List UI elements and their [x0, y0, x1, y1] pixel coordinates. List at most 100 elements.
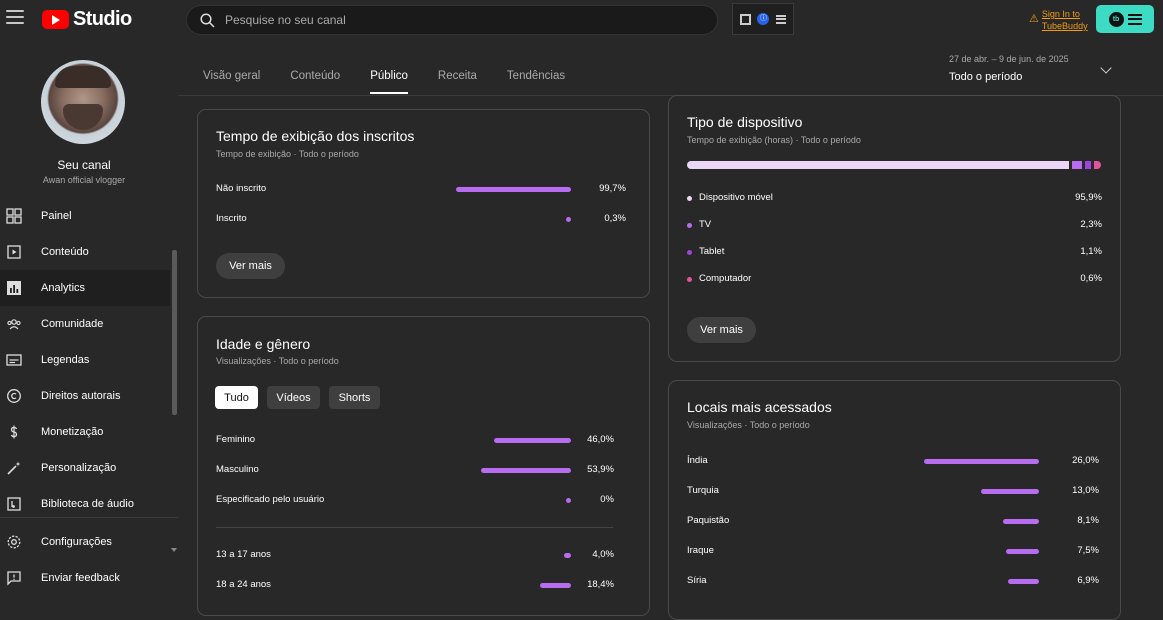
- analytics-icon: [7, 281, 21, 295]
- sidebar-item-monetizacao[interactable]: Monetização: [0, 414, 170, 450]
- legend-dot: [687, 277, 692, 282]
- extension-square-icon[interactable]: [740, 13, 752, 25]
- sidebar-item-enviar-feedback[interactable]: Enviar feedback: [0, 560, 170, 596]
- extension-info-icon[interactable]: ⓘ: [757, 13, 770, 25]
- sidebar-item-biblioteca-de-audio[interactable]: Biblioteca de áudio: [0, 486, 170, 522]
- row-value: 13,0%: [1072, 485, 1099, 496]
- sidebar-item-direitos-autorais[interactable]: Direitos autorais: [0, 378, 170, 414]
- menu-icon[interactable]: [6, 10, 24, 24]
- sidebar-item-label: Legendas: [41, 354, 90, 366]
- extension-toolbar[interactable]: ⓘ: [732, 3, 794, 35]
- copyright-icon: [7, 389, 21, 403]
- search-icon: [200, 12, 215, 28]
- avatar-beard: [63, 104, 103, 130]
- card-title: Locais mais acessados: [687, 399, 832, 415]
- legend-dot: [687, 223, 692, 228]
- chip-shorts[interactable]: Shorts: [329, 386, 380, 409]
- sidebar-item-personalizacao[interactable]: Personalização: [0, 450, 170, 486]
- sidebar: Seu canal Awan official vlogger Painel C…: [0, 40, 178, 598]
- tab-tendencias[interactable]: Tendências: [506, 70, 566, 82]
- card-subtitle: Tempo de exibição · Todo o período: [216, 149, 359, 159]
- tubebuddy-logo-icon: tb: [1108, 11, 1124, 27]
- tab-conteudo[interactable]: Conteúdo: [290, 70, 341, 82]
- row-label: Iraque: [687, 545, 714, 556]
- list-item: Inscrito 0,3%: [216, 213, 628, 227]
- audio-library-icon: [7, 497, 21, 511]
- subtitles-icon: [6, 354, 22, 366]
- row-label: Síria: [687, 575, 707, 586]
- row-value: 46,0%: [587, 434, 614, 445]
- legend-value: 0,6%: [1080, 273, 1102, 284]
- tubebuddy-sign-in-link[interactable]: Sign In to TubeBuddy: [1041, 9, 1088, 31]
- legend-item: Computador 0,6%: [687, 273, 1102, 287]
- avatar[interactable]: [41, 60, 125, 144]
- legend-item: TV 2,3%: [687, 219, 1102, 233]
- device-bar-segment: [1072, 161, 1082, 169]
- search-bar[interactable]: [186, 5, 718, 35]
- legend-value: 2,3%: [1080, 219, 1102, 230]
- warning-icon: ⚠: [1029, 13, 1039, 25]
- studio-logo[interactable]: Studio: [42, 8, 132, 31]
- row-bar: [1003, 519, 1039, 524]
- sidebar-item-analytics[interactable]: Analytics: [0, 270, 170, 306]
- dollar-icon: [10, 425, 18, 439]
- row-bar: [566, 498, 571, 503]
- sidebar-item-label: Analytics: [41, 282, 86, 294]
- row-label: Masculino: [216, 464, 259, 475]
- row-bar: [540, 583, 571, 588]
- sidebar-divider: [0, 517, 178, 518]
- row-bar: [564, 553, 571, 558]
- chip-videos[interactable]: Vídeos: [267, 386, 320, 409]
- row-label: Feminino: [216, 434, 256, 445]
- list-item: Turquia 13,0%: [687, 485, 1099, 499]
- legend-item: Dispositivo móvel 95,9%: [687, 192, 1102, 206]
- dashboard-icon: [6, 208, 22, 224]
- sidebar-item-label: Biblioteca de áudio: [41, 498, 134, 510]
- list-item: Feminino 46,0%: [216, 434, 628, 448]
- card-subtitle: Visualizações · Todo o período: [216, 356, 339, 366]
- extension-menu-icon[interactable]: [775, 14, 786, 24]
- row-label: Turquia: [687, 485, 719, 496]
- search-input[interactable]: [225, 13, 685, 27]
- tab-visao-geral[interactable]: Visão geral: [203, 70, 261, 82]
- row-value: 53,9%: [587, 464, 614, 475]
- tab-publico[interactable]: Público: [370, 70, 408, 94]
- device-bar-segment: [1094, 161, 1101, 169]
- sidebar-item-conteudo[interactable]: Conteúdo: [0, 234, 170, 270]
- tubebuddy-sign-in[interactable]: ⚠ Sign In to TubeBuddy: [1029, 8, 1100, 32]
- avatar-hair: [55, 66, 111, 88]
- content-icon: [7, 245, 21, 259]
- sidebar-scrollbar[interactable]: [170, 250, 178, 552]
- chip-tudo[interactable]: Tudo: [215, 386, 258, 409]
- row-value: 7,5%: [1077, 545, 1099, 556]
- row-value: 4,0%: [592, 549, 614, 560]
- tab-receita[interactable]: Receita: [437, 70, 477, 82]
- channel-name: Seu canal: [57, 158, 111, 172]
- sidebar-item-legendas[interactable]: Legendas: [0, 342, 170, 378]
- row-label: 18 a 24 anos: [216, 579, 271, 590]
- list-item: Síria 6,9%: [687, 575, 1099, 589]
- feedback-icon: [7, 571, 21, 586]
- row-value: 0%: [600, 494, 614, 505]
- chevron-down-icon[interactable]: [1100, 62, 1112, 74]
- date-range-selector[interactable]: 27 de abr. – 9 de jun. de 2025 Todo o pe…: [949, 54, 1069, 83]
- section-divider: [216, 527, 613, 528]
- sidebar-item-label: Personalização: [41, 462, 117, 474]
- list-item: 18 a 24 anos 18,4%: [216, 579, 628, 593]
- list-item: Especificado pelo usuário 0%: [216, 494, 628, 508]
- ver-mais-button[interactable]: Ver mais: [687, 317, 756, 343]
- community-icon: [7, 319, 21, 330]
- row-value: 6,9%: [1077, 575, 1099, 586]
- row-bar: [981, 489, 1039, 494]
- row-label: Paquistão: [687, 515, 730, 526]
- sidebar-item-painel[interactable]: Painel: [0, 198, 170, 234]
- sidebar-item-comunidade[interactable]: Comunidade: [0, 306, 170, 342]
- tubebuddy-button[interactable]: tb: [1096, 5, 1154, 33]
- row-bar: [481, 468, 571, 473]
- top-locations-card: Locais mais acessados Visualizações · To…: [668, 380, 1121, 620]
- date-range-label: Todo o período: [949, 71, 1023, 83]
- row-value: 8,1%: [1077, 515, 1099, 526]
- sidebar-bottom-nav: Configurações Enviar feedback: [0, 524, 170, 596]
- sidebar-item-configuracoes[interactable]: Configurações: [0, 524, 170, 560]
- ver-mais-button[interactable]: Ver mais: [216, 253, 285, 279]
